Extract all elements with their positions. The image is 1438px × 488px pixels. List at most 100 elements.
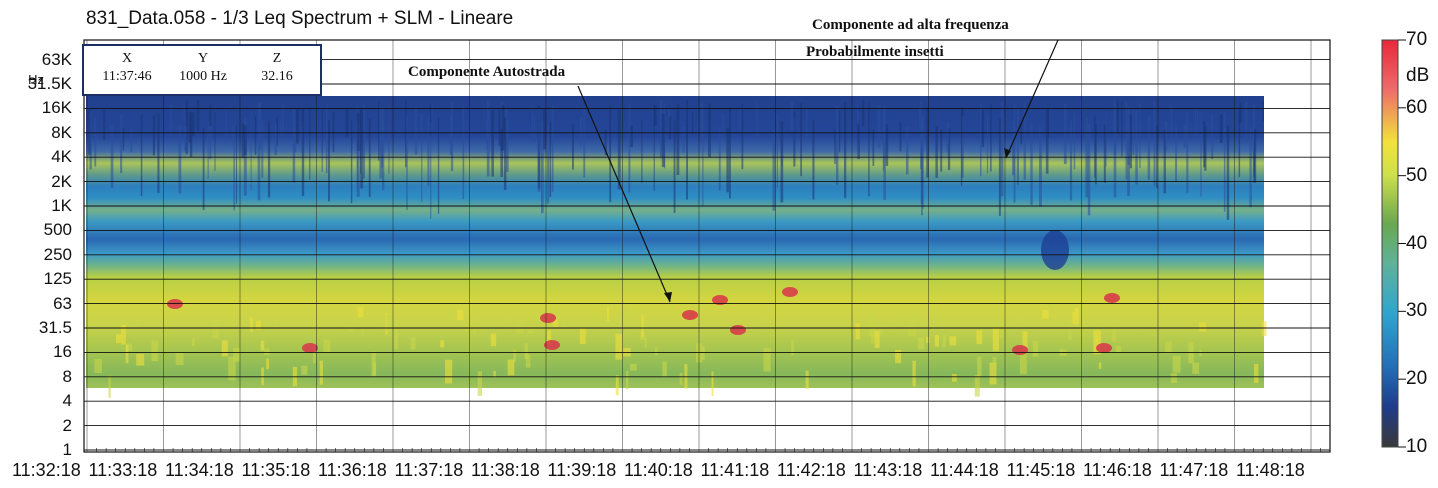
spectrum-streak	[1175, 125, 1177, 182]
y-tick-label: 500	[43, 220, 72, 240]
arrow-motorway	[577, 85, 671, 303]
x-tick-label: 11:41:18	[700, 460, 770, 480]
hotspot	[540, 313, 556, 323]
spectrum-streak	[856, 100, 859, 122]
low-band-patch	[384, 314, 391, 332]
spectrum-streak	[279, 118, 282, 139]
spectrum-streak	[541, 120, 544, 214]
low-band-patch	[644, 337, 647, 348]
spectrum-streak	[89, 111, 92, 170]
low-band-patch	[626, 370, 629, 390]
spectrum-streak	[382, 107, 385, 191]
spectrum-streak	[1239, 102, 1242, 124]
y-tick-label: 16	[53, 342, 72, 362]
spectrum-streak	[1163, 129, 1166, 194]
spectrum-streak	[1226, 125, 1230, 220]
spectrum-streak	[345, 108, 349, 138]
low-band-patch	[562, 317, 567, 329]
spectrum-streak	[157, 113, 160, 193]
spectrum-streak	[1030, 123, 1033, 205]
spectrum-streak	[321, 109, 323, 172]
low-band-patch	[702, 346, 705, 361]
low-band-patch	[464, 325, 469, 332]
low-band-patch	[855, 323, 860, 340]
low-band-patch	[116, 334, 122, 344]
low-band-patch	[175, 353, 184, 365]
spectrum-streak	[1039, 127, 1042, 207]
x-tick-label: 11:48:18	[1236, 460, 1305, 480]
colorbar-tick-label: 70	[1406, 29, 1428, 50]
spectrum-streak	[926, 107, 929, 178]
spectrum-streak	[868, 102, 870, 197]
low-band-patch	[992, 357, 997, 363]
spectrum-streak	[1129, 114, 1132, 169]
spectrum-streak	[1183, 124, 1187, 148]
y-tick-label: 2K	[51, 171, 72, 191]
x-tick-label: 11:46:18	[1083, 460, 1152, 480]
spectrum-streak	[729, 107, 731, 199]
spectrum-streak	[427, 116, 430, 186]
spectrum-streak	[295, 108, 299, 144]
spectrum-streak	[94, 117, 97, 167]
x-tick-label: 11:39:18	[547, 460, 617, 480]
low-band-patch	[212, 315, 219, 338]
spectrum-streak	[388, 104, 390, 174]
spectrum-streak	[700, 103, 703, 141]
spectrum-streak	[506, 119, 509, 173]
low-band-patch	[623, 306, 628, 319]
spectrum-streak	[922, 114, 924, 209]
spectrum-streak	[214, 112, 216, 171]
spectrum-streak	[196, 100, 200, 132]
spectrum-streak	[491, 110, 494, 177]
low-band-patch	[615, 375, 619, 396]
low-band-patch	[108, 375, 111, 398]
low-band-patch	[1019, 350, 1027, 375]
low-band-patch	[477, 371, 482, 396]
low-band-patch	[525, 354, 531, 368]
spectrum-streak	[946, 123, 950, 152]
low-band-patch	[619, 312, 623, 323]
low-band-patch	[1253, 364, 1259, 383]
spectrum-streak	[1073, 113, 1076, 170]
spectrum-streak	[183, 105, 186, 132]
spectrum-streak	[659, 100, 663, 157]
low-band-patch	[1199, 322, 1206, 332]
spectrum-streak	[190, 112, 193, 158]
spectrum-streak	[1012, 121, 1015, 176]
spectrum-streak	[1013, 103, 1016, 203]
hotspot	[730, 325, 746, 335]
y-tick-label: 63K	[41, 49, 72, 69]
low-band-patch	[641, 314, 644, 337]
spectrum-streak	[1105, 111, 1107, 167]
colorbar	[1381, 39, 1399, 448]
y-axis-unit: Hz	[28, 72, 44, 87]
colorbar-tick-label: 10	[1406, 436, 1428, 457]
low-band-patch	[301, 365, 308, 375]
low-band-patch	[319, 360, 323, 385]
spectrum-streak	[790, 101, 794, 131]
hotspot	[712, 295, 728, 305]
spectrum-streak	[857, 123, 860, 160]
spectrum-streak	[233, 126, 235, 211]
y-tick-label: 1K	[51, 196, 72, 215]
x-tick-label: 11:44:18	[930, 460, 999, 480]
low-band-patch	[871, 323, 875, 344]
low-band-patch	[1199, 350, 1202, 357]
low-band-patch	[515, 317, 524, 334]
spectrum-streak	[250, 110, 252, 191]
spectrum-streak	[862, 100, 865, 127]
x-tick-label: 11:42:18	[777, 460, 846, 480]
cursor-readout: X 11:37:46 Y 1000 Hz Z 32.16	[82, 44, 322, 96]
annotation-insects: Probabilmente insetti	[806, 44, 944, 60]
low-band-patch	[607, 307, 610, 322]
spectrum-streak	[430, 122, 432, 219]
spectrum-streak	[192, 112, 195, 137]
spectrum-streak	[549, 122, 552, 198]
spectrum-streak	[350, 120, 353, 204]
spectrum-streak	[961, 115, 964, 179]
x-tick-label: 11:32:18	[12, 460, 81, 480]
spectrum-streak	[1020, 123, 1023, 145]
spectrum-streak	[486, 100, 490, 177]
spectrum-streak	[906, 126, 909, 175]
